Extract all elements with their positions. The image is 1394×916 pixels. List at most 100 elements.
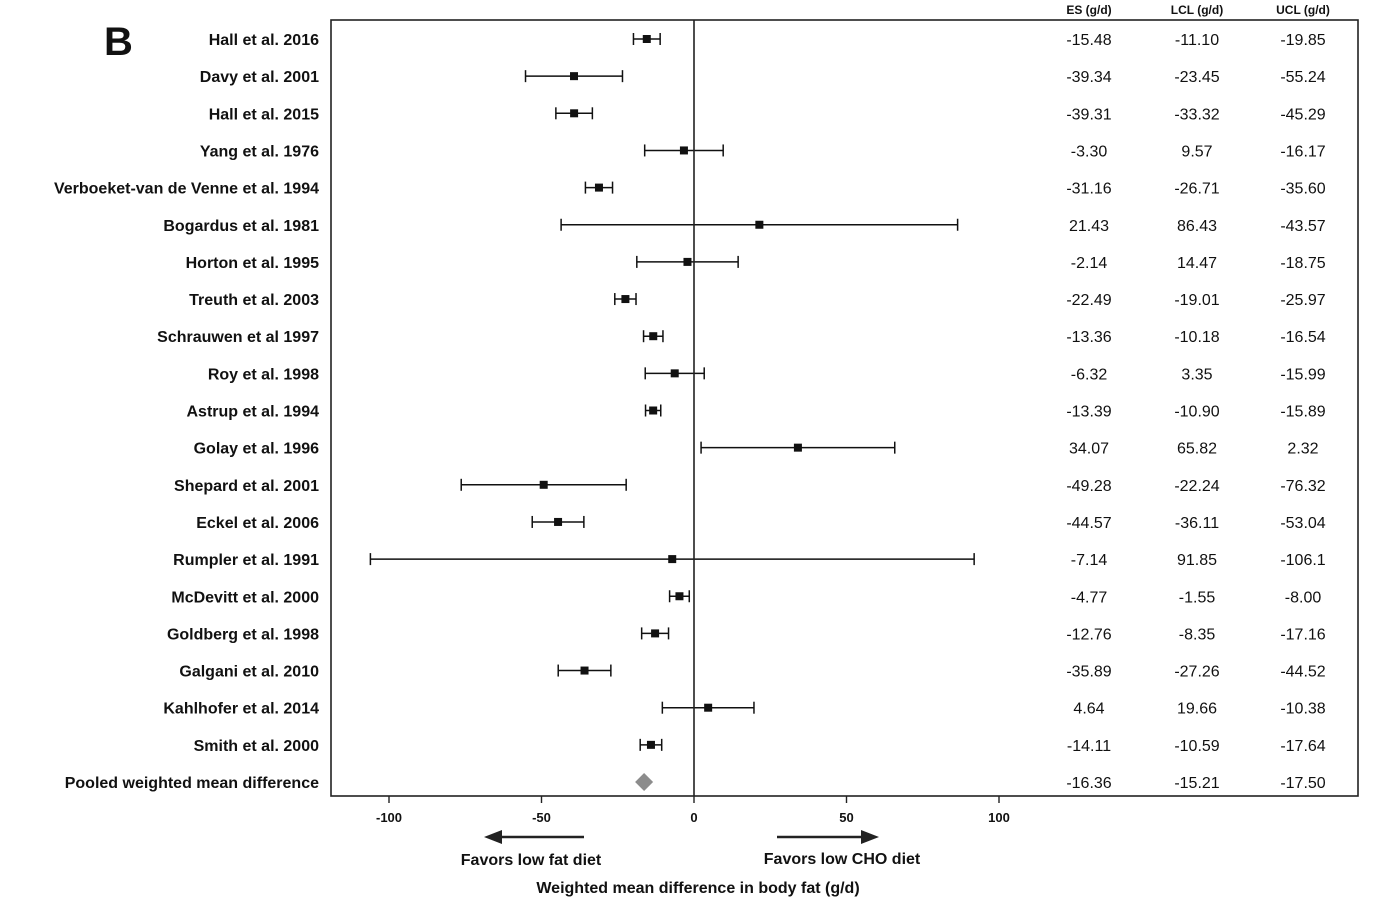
value-ucl: -45.29: [1280, 106, 1325, 123]
effect-size-marker: [621, 295, 630, 304]
study-label: Hall et al. 2016: [209, 32, 319, 49]
study-label: Rumpler et al. 1991: [173, 552, 319, 569]
value-lcl: -26.71: [1174, 181, 1219, 198]
study-row: Smith et al. 2000 -14.11 -10.59 -17.64: [194, 738, 1326, 755]
value-es: -39.34: [1066, 69, 1111, 86]
study-row: Roy et al. 1998 -6.32 3.35 -15.99: [208, 366, 1326, 383]
column-headers: ES (g/d) LCL (g/d) UCL (g/d): [1066, 3, 1330, 17]
value-es: -44.57: [1066, 515, 1111, 532]
value-lcl: -27.26: [1174, 664, 1219, 681]
study-row: Shepard et al. 2001 -49.28 -22.24 -76.32: [174, 478, 1326, 495]
study-row: Verboeket-van de Venne et al. 1994 -31.16…: [54, 181, 1326, 198]
column-header: LCL (g/d): [1171, 3, 1223, 17]
value-ucl: -15.89: [1280, 404, 1325, 421]
effect-size-marker: [554, 517, 563, 526]
effect-size-marker: [683, 257, 692, 266]
value-ucl: -17.16: [1280, 626, 1325, 643]
value-ucl: -19.85: [1280, 32, 1325, 49]
x-tick-label: 0: [690, 810, 697, 825]
study-row: Kahlhofer et al. 2014 4.64 19.66 -10.38: [163, 701, 1325, 718]
value-es: -49.28: [1066, 478, 1111, 495]
value-ucl: -53.04: [1280, 515, 1325, 532]
study-label: Goldberg et al. 1998: [167, 626, 319, 643]
value-lcl: -22.24: [1174, 478, 1219, 495]
value-es: -2.14: [1071, 255, 1108, 272]
study-row: McDevitt et al. 2000 -4.77 -1.55 -8.00: [171, 589, 1321, 606]
study-row: Yang et al. 1976 -3.30 9.57 -16.17: [200, 143, 1326, 160]
effect-size-marker: [646, 740, 655, 749]
pooled-value-es: -16.36: [1066, 775, 1111, 792]
study-label: Schrauwen et al 1997: [157, 329, 319, 346]
x-axis: -100 -50 0 50 100 Favors low fat diet Favors l…: [376, 20, 1010, 869]
value-es: 4.64: [1073, 701, 1104, 718]
study-row: Bogardus et al. 1981 21.43 86.43 -43.57: [163, 218, 1325, 235]
value-es: -6.32: [1071, 366, 1108, 383]
plot-frame: [330, 19, 1359, 797]
effect-size-marker: [649, 406, 658, 415]
study-row: Hall et al. 2015 -39.31 -33.32 -45.29: [209, 106, 1326, 123]
study-label: Astrup et al. 1994: [187, 404, 320, 421]
study-label: Galgani et al. 2010: [179, 664, 319, 681]
value-lcl: 14.47: [1177, 255, 1217, 272]
effect-size-marker: [570, 109, 579, 118]
value-es: -4.77: [1071, 589, 1108, 606]
value-ucl: -17.64: [1280, 738, 1325, 755]
value-es: -13.36: [1066, 329, 1111, 346]
panel-label: B: [104, 20, 133, 64]
value-lcl: -10.18: [1174, 329, 1219, 346]
value-lcl: 9.57: [1181, 143, 1212, 160]
effect-size-marker: [679, 146, 688, 155]
value-es: -22.49: [1066, 292, 1111, 309]
value-es: 21.43: [1069, 218, 1109, 235]
value-ucl: -15.99: [1280, 366, 1325, 383]
study-row: Horton et al. 1995 -2.14 14.47 -18.75: [186, 255, 1326, 272]
x-axis-label: Weighted mean difference in body fat (g/…: [536, 880, 859, 897]
pooled-row: Pooled weighted mean difference -16.36 -15…: [65, 773, 1326, 792]
study-label: Smith et al. 2000: [194, 738, 319, 755]
study-label: Hall et al. 2015: [209, 106, 319, 123]
study-label: Kahlhofer et al. 2014: [163, 701, 319, 718]
value-ucl: -18.75: [1280, 255, 1325, 272]
study-row: Goldberg et al. 1998 -12.76 -8.35 -17.16: [167, 626, 1326, 643]
value-ucl: -10.38: [1280, 701, 1325, 718]
value-lcl: -10.90: [1174, 404, 1219, 421]
study-label: Verboeket-van de Venne et al. 1994: [54, 181, 319, 198]
study-row: Rumpler et al. 1991 -7.14 91.85 -106.1: [173, 552, 1326, 569]
study-label: Roy et al. 1998: [208, 366, 319, 383]
study-row: Schrauwen et al 1997 -13.36 -10.18 -16.54: [157, 329, 1326, 346]
pooled-value-lcl: -15.21: [1174, 775, 1219, 792]
value-ucl: -43.57: [1280, 218, 1325, 235]
study-row: Treuth et al. 2003 -22.49 -19.01 -25.97: [189, 292, 1326, 309]
value-es: -35.89: [1066, 664, 1111, 681]
study-label: Bogardus et al. 1981: [163, 218, 319, 235]
value-es: -14.11: [1067, 738, 1111, 755]
study-row: Galgani et al. 2010 -35.89 -27.26 -44.52: [179, 664, 1325, 681]
study-label: Yang et al. 1976: [200, 143, 319, 160]
x-tick-label: -50: [532, 810, 551, 825]
value-ucl: -8.00: [1285, 589, 1322, 606]
effect-size-marker: [793, 443, 802, 452]
study-row: Golay et al. 1996 34.07 65.82 2.32: [194, 441, 1319, 458]
value-lcl: -8.35: [1179, 626, 1216, 643]
effect-size-marker: [539, 480, 548, 489]
study-label: Golay et al. 1996: [194, 441, 320, 458]
value-ucl: -25.97: [1280, 292, 1325, 309]
value-es: -31.16: [1066, 181, 1111, 198]
study-row: Hall et al. 2016 -15.48 -11.10 -19.85: [209, 32, 1326, 49]
x-tick-label: 50: [839, 810, 853, 825]
study-row: Davy et al. 2001 -39.34 -23.45 -55.24: [200, 69, 1326, 86]
column-header: UCL (g/d): [1276, 3, 1330, 17]
study-label: Eckel et al. 2006: [196, 515, 319, 532]
study-row: Astrup et al. 1994 -13.39 -10.90 -15.89: [187, 404, 1326, 421]
value-ucl: -44.52: [1280, 664, 1325, 681]
value-lcl: -11.10: [1175, 32, 1219, 49]
study-row: Eckel et al. 2006 -44.57 -36.11 -53.04: [196, 515, 1326, 532]
pooled-label: Pooled weighted mean difference: [65, 775, 319, 792]
effect-size-marker: [570, 72, 579, 81]
value-es: -12.76: [1066, 626, 1111, 643]
value-ucl: -16.54: [1280, 329, 1325, 346]
value-ucl: -55.24: [1280, 69, 1325, 86]
effect-size-marker: [704, 703, 713, 712]
effect-size-marker: [668, 555, 677, 564]
